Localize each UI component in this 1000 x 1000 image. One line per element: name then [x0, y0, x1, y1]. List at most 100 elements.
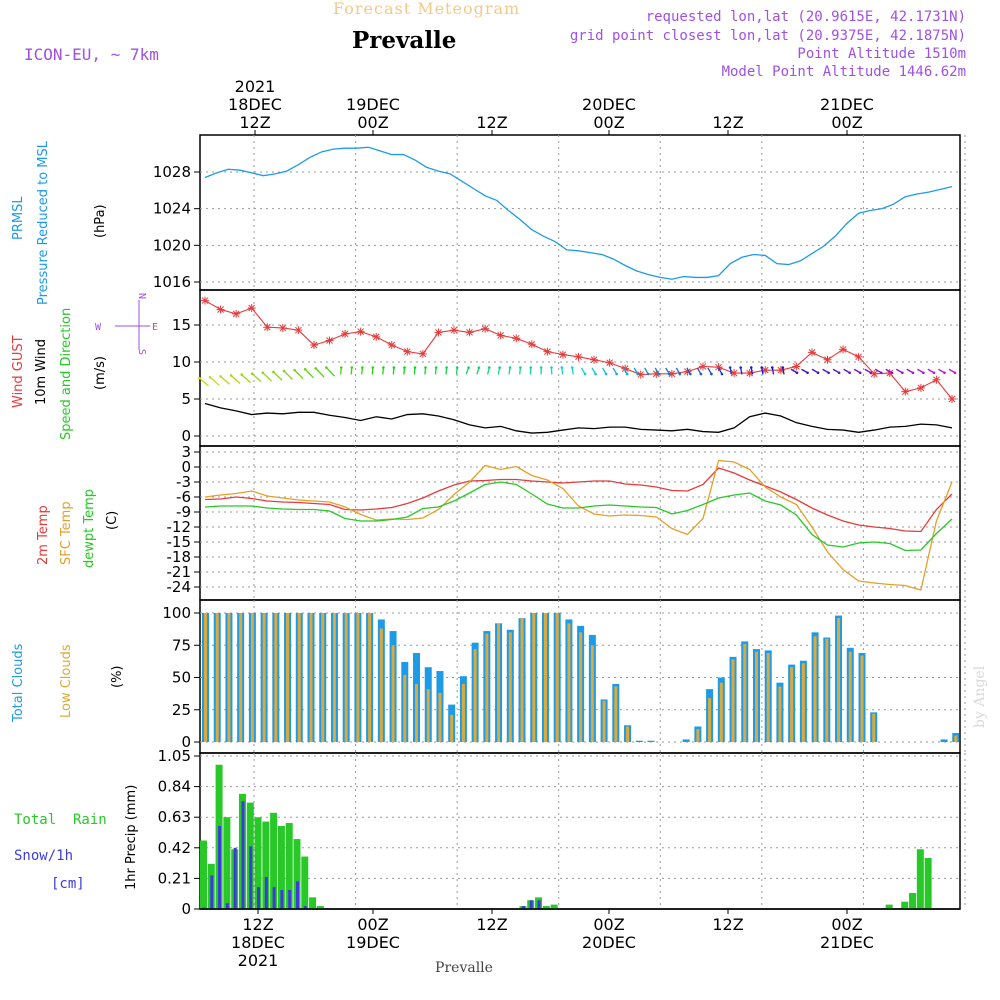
wind-direction-arrowhead [382, 366, 385, 369]
low-cloud-bar [438, 692, 442, 742]
wind-direction-arrowhead [710, 372, 713, 376]
low-cloud-bar [532, 613, 536, 742]
wind-gust-label: Wind GUST [11, 335, 26, 408]
wind-direction-arrowhead [413, 366, 417, 369]
snow-bar [218, 825, 222, 909]
wind-direction-arrow [230, 374, 241, 384]
model-altitude: Model Point Altitude 1446.62m [721, 64, 966, 80]
wind-direction-arrow [262, 372, 273, 382]
low-cloud-bar [274, 613, 278, 742]
wind-direction-arrowhead [529, 366, 533, 369]
low-cloud-bar [567, 623, 571, 742]
wind-direction-arrow [241, 374, 252, 384]
gust-marker [932, 375, 941, 384]
wind-direction-arrowhead [570, 366, 574, 369]
top-day-label: 20DEC [582, 95, 636, 114]
rain-bar [316, 906, 324, 909]
rain-bar [916, 849, 924, 909]
wind-direction-arrowhead [890, 371, 894, 375]
low-cloud-bar [473, 649, 477, 742]
top-hour-label: 12Z [239, 113, 270, 132]
pressure-label-prmsl: PRMSL [11, 196, 26, 240]
clouds-total-label: Total Clouds [11, 643, 26, 723]
bottom-hour-label: 12Z [712, 915, 743, 934]
wind-direction-arrowhead [943, 371, 946, 375]
y-tick-label: -6 [176, 488, 191, 506]
rain-bar [309, 897, 317, 909]
wind-direction-arrowhead [314, 367, 318, 370]
wind-direction-arrowhead [667, 372, 671, 376]
top-day-label: 19DEC [346, 95, 400, 114]
low-cloud-bar [227, 613, 231, 742]
low-cloud-bar [520, 618, 524, 742]
wind-direction-arrowhead [869, 371, 873, 375]
gust-marker [667, 369, 676, 378]
rain-bar [909, 892, 917, 909]
rain-bar [223, 817, 231, 909]
gust-marker [683, 367, 692, 376]
y-tick-label: 75 [172, 636, 191, 654]
low-cloud-bar [602, 700, 606, 742]
low-cloud-bar [825, 638, 829, 742]
wind-direction-arrow [198, 377, 210, 387]
total-cloud-bar [940, 739, 948, 742]
wind-direction-arrowhead [837, 371, 841, 375]
y-tick-label: -18 [167, 548, 192, 566]
temp-sfc-label: SFC Temp [59, 501, 74, 565]
low-cloud-bar [848, 651, 852, 742]
low-cloud-bar [239, 613, 243, 742]
bottom-day-label: 19DEC [346, 933, 400, 952]
low-cloud-bar [415, 683, 419, 742]
pressure-label-desc: Pressure Reduced to MSL [36, 140, 51, 305]
snow-bar [303, 906, 307, 909]
gust-marker [839, 345, 848, 354]
gust-marker [730, 369, 739, 378]
wind-direction-arrowhead [636, 372, 639, 376]
top-hour-label: 00Z [593, 113, 624, 132]
temp-dewpt-label: dewpt Temp [82, 489, 97, 568]
gust-marker [621, 364, 630, 373]
y-tick-label: -15 [167, 533, 192, 551]
low-cloud-bar [614, 686, 618, 742]
rain-bar [270, 812, 278, 909]
page-title: Prevalle [352, 27, 457, 54]
y-tick-label: 0 [181, 900, 191, 918]
precip-rain-label: Total Rain [14, 812, 107, 828]
gust-marker [434, 328, 443, 337]
wind-direction-arrowhead [250, 372, 254, 375]
top-year-label: 2021 [235, 77, 276, 96]
low-cloud-bar [626, 726, 630, 742]
top-hour-label: 00Z [831, 113, 862, 132]
wind-direction-arrowhead [728, 366, 732, 369]
wind-direction-arrowhead [795, 371, 799, 375]
top-hour-label: 00Z [357, 113, 388, 132]
gust-marker [699, 362, 707, 371]
snow-bar [296, 881, 299, 909]
wind-direction-arrowhead [403, 366, 406, 369]
total-cloud-bar [647, 740, 655, 742]
top-day-label: 18DEC [228, 95, 282, 114]
panel-frame [199, 289, 961, 447]
y-tick-label: -12 [167, 518, 192, 536]
panel-frame [199, 445, 961, 601]
rain-bar [262, 821, 270, 909]
gust-marker [481, 324, 490, 333]
rain-bar [277, 825, 285, 909]
y-tick-label: 10 [172, 353, 191, 371]
low-cloud-bar [262, 613, 266, 742]
gust-marker [232, 309, 241, 318]
wind-direction-arrow [220, 375, 231, 385]
wind-direction-arrowhead [508, 366, 512, 369]
y-tick-label: 1024 [153, 200, 191, 218]
sfc-temp-line [204, 459, 953, 591]
bottom-year-label: 2021 [238, 951, 279, 970]
low-cloud-bar [379, 628, 383, 742]
snow-bar [210, 875, 214, 909]
compass-s: S [136, 349, 147, 355]
low-cloud-bar [426, 689, 430, 742]
y-tick-label: 0 [181, 458, 191, 476]
gust-marker [854, 352, 863, 361]
rain-bar [254, 817, 262, 909]
requested-coords: requested lon,lat (20.9615E, 42.1731N) [645, 9, 966, 25]
total-cloud-bar [682, 739, 690, 742]
